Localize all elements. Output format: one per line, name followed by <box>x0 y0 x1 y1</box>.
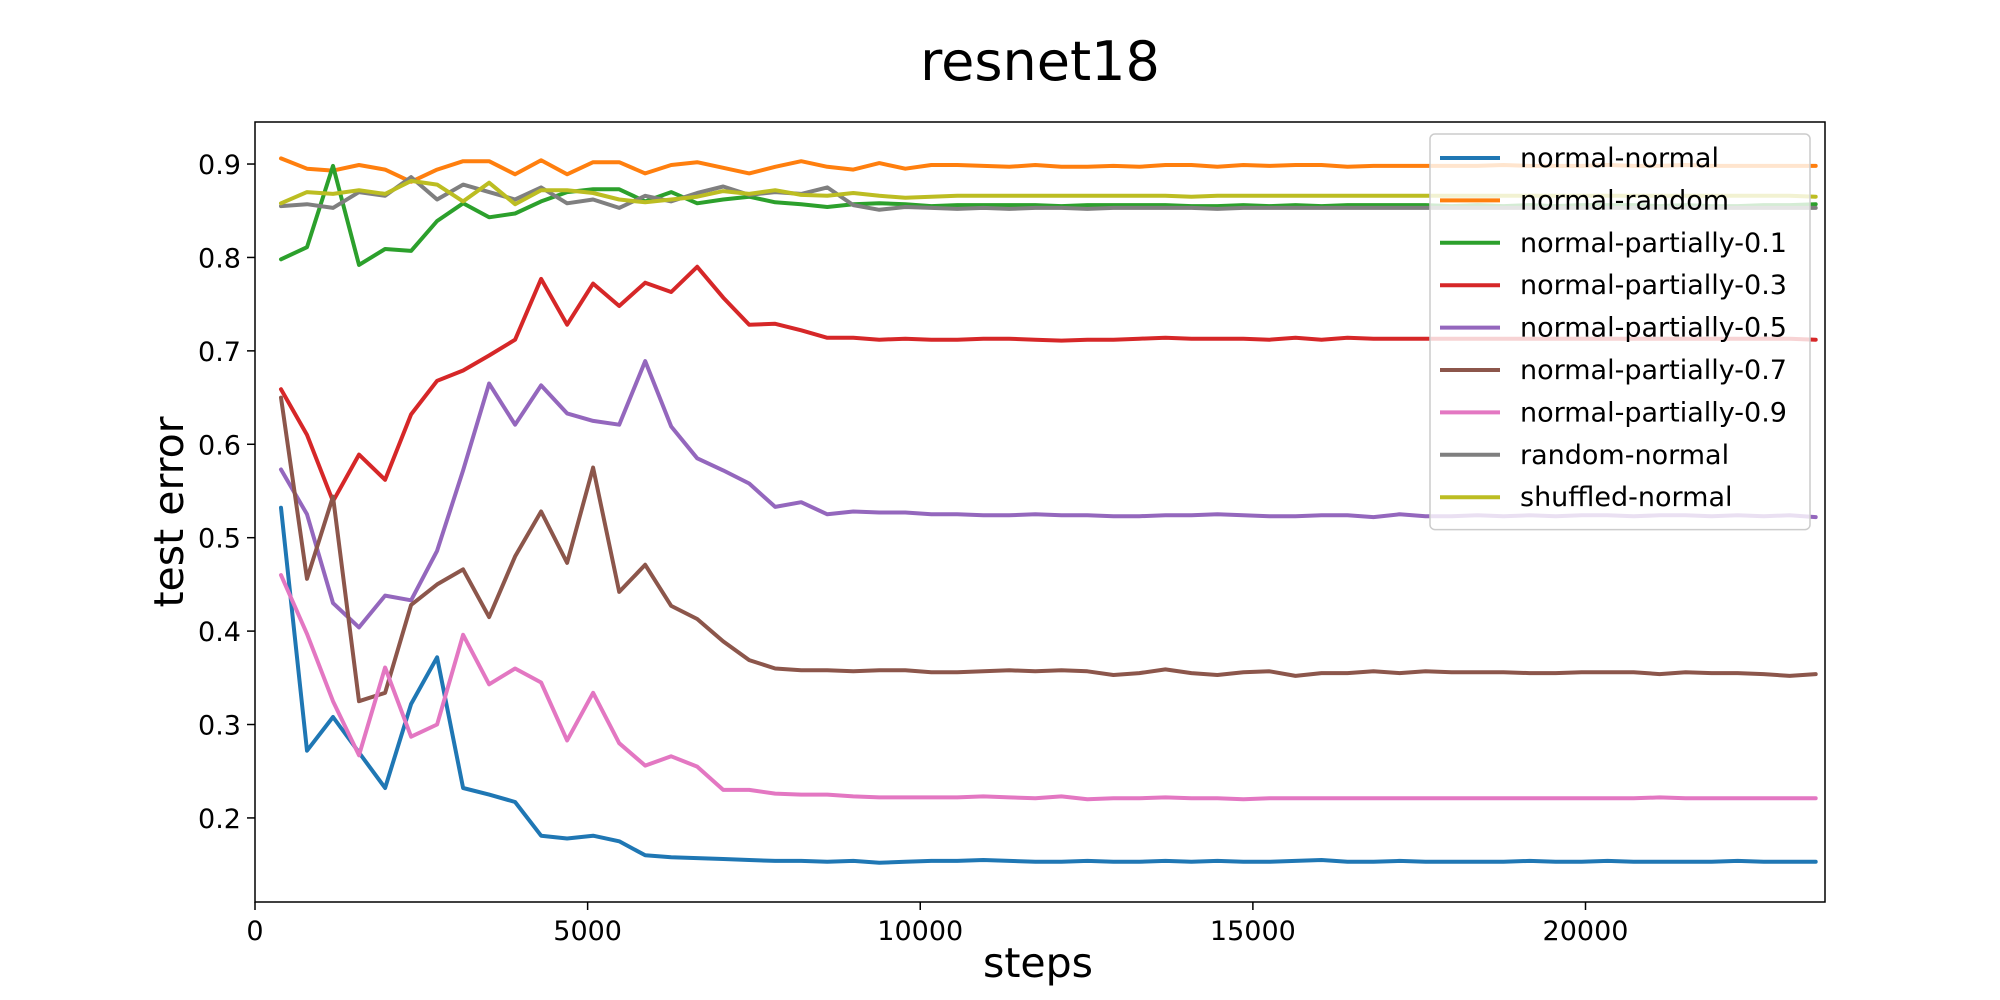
legend-label: normal-partially-0.9 <box>1520 397 1787 428</box>
x-axis-label: steps <box>983 939 1093 987</box>
x-tick-label: 0 <box>246 916 263 947</box>
series-line-6 <box>279 573 1818 802</box>
x-axis-ticks: 0 5000 10000 15000 20000 <box>246 902 1628 947</box>
legend-label: random-normal <box>1520 440 1729 471</box>
y-axis-ticks: 0.2 0.3 0.4 0.5 0.6 0.7 0.8 0.9 <box>198 150 255 835</box>
x-tick-label: 15000 <box>1210 916 1296 947</box>
series-layer <box>279 156 1818 865</box>
series-line-5 <box>279 395 1818 704</box>
y-axis-label: test error <box>145 416 193 607</box>
x-tick-label: 5000 <box>553 916 622 947</box>
legend-label: normal-partially-0.7 <box>1520 355 1787 386</box>
x-tick-label: 10000 <box>877 916 963 947</box>
y-tick-label: 0.6 <box>198 430 241 461</box>
plot-frame <box>254 121 1826 903</box>
legend-label: normal-partially-0.1 <box>1520 228 1787 259</box>
legend-label: normal-random <box>1520 185 1729 216</box>
plot-area <box>279 156 1818 865</box>
y-tick-label: 0.9 <box>198 150 241 181</box>
legend-box <box>1429 133 1811 531</box>
y-tick-label: 0.8 <box>198 243 241 274</box>
legend-label: normal-normal <box>1520 143 1719 174</box>
y-tick-label: 0.2 <box>198 804 241 835</box>
y-tick-label: 0.3 <box>198 711 241 742</box>
y-tick-label: 0.5 <box>198 524 241 555</box>
x-tick-label: 20000 <box>1543 916 1629 947</box>
legend: normal-normal normal-random normal-partial… <box>1429 133 1811 531</box>
legend-label: normal-partially-0.3 <box>1520 270 1787 301</box>
chart-title: resnet18 <box>920 30 1160 93</box>
legend-label: shuffled-normal <box>1520 482 1733 513</box>
y-tick-label: 0.4 <box>198 617 241 648</box>
series-line-0 <box>279 505 1818 865</box>
y-tick-label: 0.7 <box>198 337 241 368</box>
legend-label: normal-partially-0.5 <box>1520 313 1787 344</box>
